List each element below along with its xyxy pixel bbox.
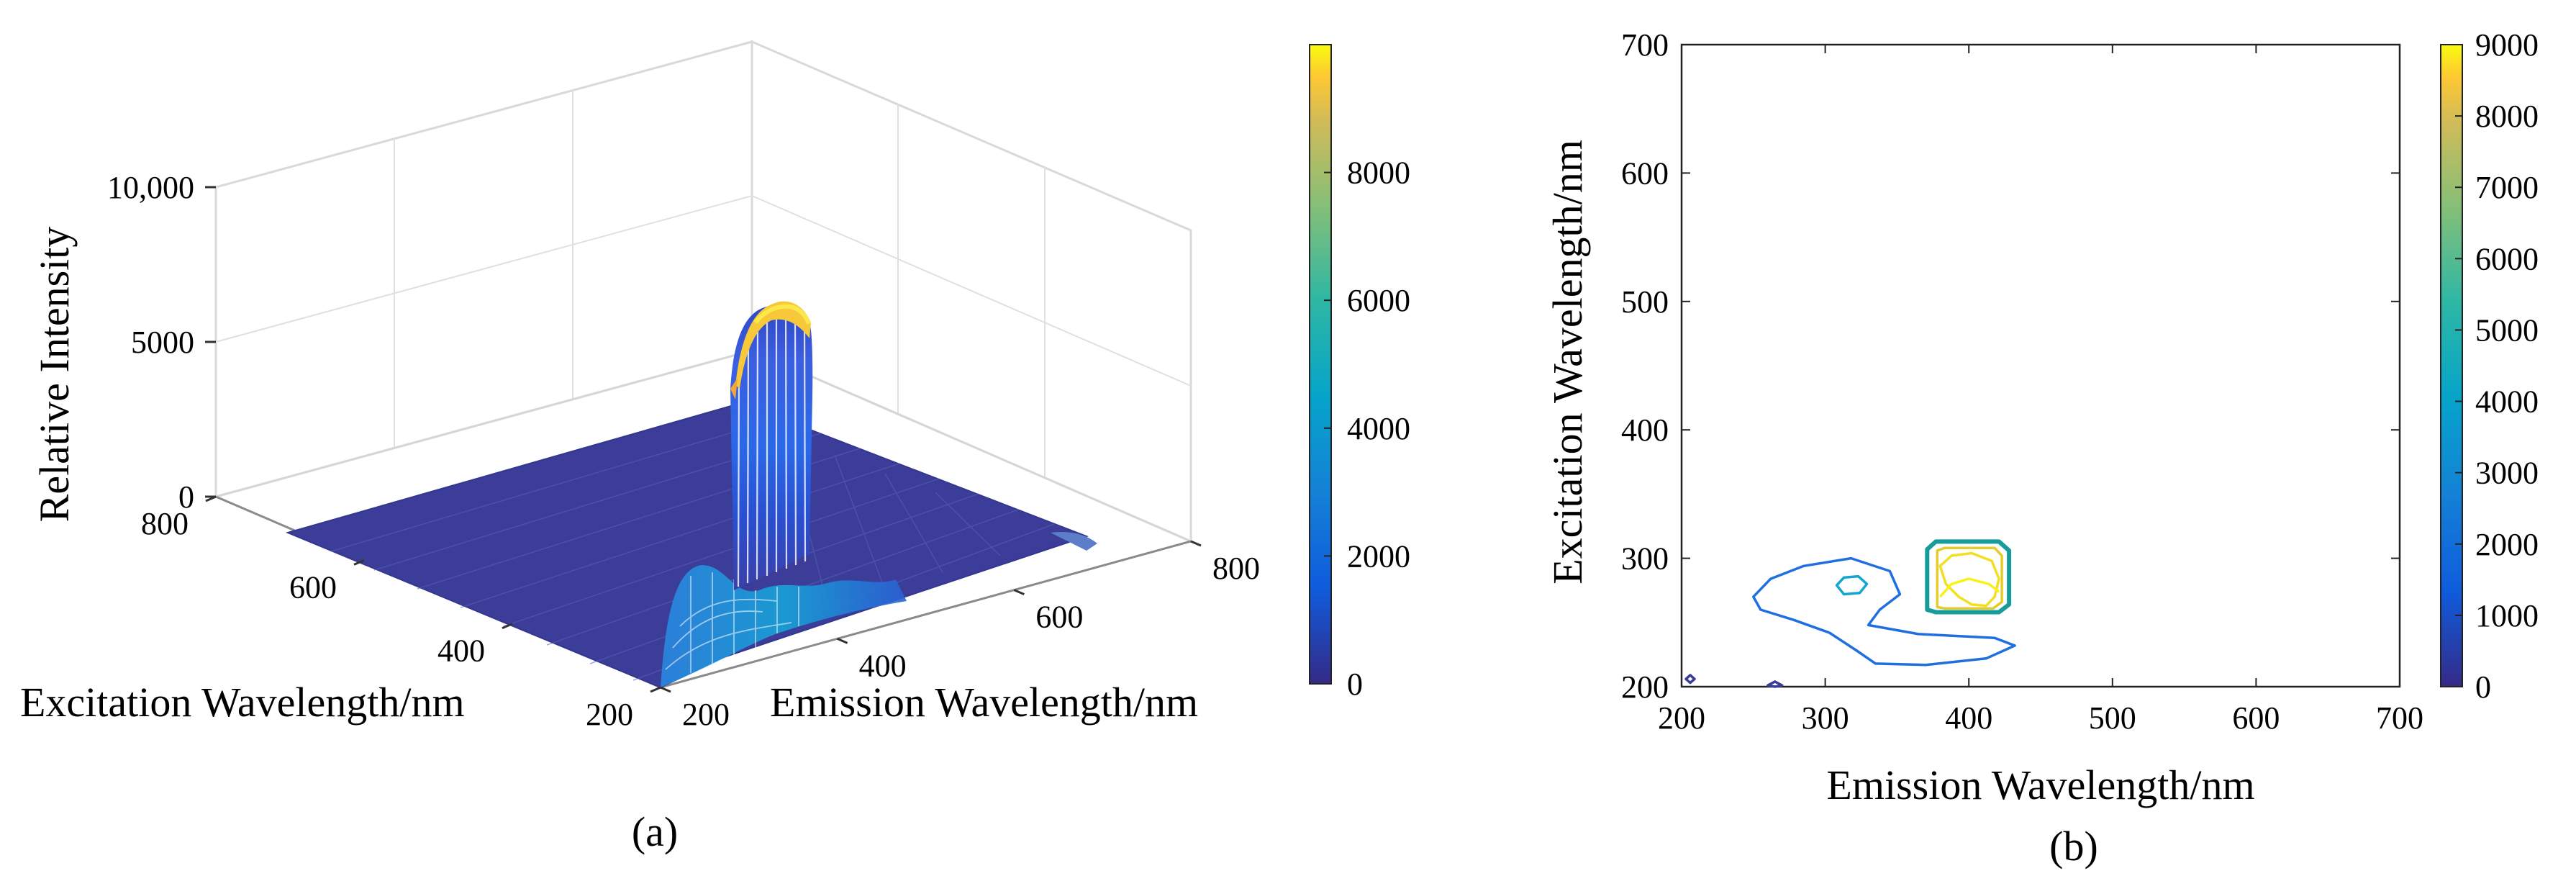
colorbar-b-tick-label: 8000	[2475, 99, 2539, 134]
b-y-tick-label: 500	[1621, 284, 1669, 320]
b-y-tick-label: 200	[1621, 669, 1669, 705]
x-tick-label: 200	[586, 697, 633, 732]
colorbar-b-tick-label: 7000	[2475, 170, 2539, 205]
y-tick-mark	[1190, 540, 1202, 547]
y-tick-mark	[837, 637, 848, 644]
contour-line-level-1000	[1767, 680, 1784, 688]
b-y-tick-label: 300	[1621, 541, 1669, 577]
panel-b-caption: (b)	[2049, 823, 2098, 870]
colorbar-b-tick-label: 2000	[2475, 527, 2539, 562]
panel-a-caption: (a)	[632, 808, 678, 855]
floor-edge-front-right	[660, 540, 1192, 689]
x-tick-mark	[353, 559, 365, 566]
b-y-tick-label: 700	[1621, 27, 1669, 63]
colorbar-b-tick-label: 0	[2475, 669, 2491, 705]
y-tick-mark	[1013, 589, 1025, 596]
b-x-tick-label: 400	[1945, 700, 1992, 736]
b-y-tick-label: 600	[1621, 155, 1669, 191]
colorbar-a-ticks: 0 2000 4000 6000 8000	[1324, 155, 1410, 702]
panel-a-ylabel: Emission Wavelength/nm	[770, 679, 1198, 726]
z-tick-label: 5000	[131, 325, 194, 360]
x-tick-label: 600	[289, 569, 337, 605]
contour-line-level-8500	[1938, 551, 2000, 608]
panel-b-xlabel: Emission Wavelength/nm	[1826, 762, 2254, 808]
b-x-tick-label: 300	[1802, 700, 1849, 736]
surface-edge-bump	[1051, 532, 1097, 551]
y-tick-mark	[660, 686, 671, 693]
contour-line-level-2000	[1752, 556, 2016, 667]
x-tick-label: 400	[437, 633, 485, 669]
panel-b-ylabel: Excitation Wavelength/nm	[1544, 140, 1591, 584]
main-peak	[730, 302, 813, 590]
peak-crest-highlight	[753, 304, 811, 325]
y-tick-label: 800	[1212, 551, 1260, 586]
colorbar-a-tick-label: 0	[1347, 667, 1363, 702]
colorbar-a	[1309, 44, 1332, 685]
y-tick-label: 400	[859, 648, 907, 683]
wall-gridlines	[215, 90, 1192, 477]
colorbar-b-tick-label: 5000	[2475, 312, 2539, 348]
y-tick-label: 600	[1035, 600, 1083, 635]
x-tick-mark	[205, 495, 217, 502]
colorbar-a-tick-label: 4000	[1347, 411, 1410, 446]
peak-crest	[735, 301, 811, 389]
y-tick-label: 200	[682, 697, 730, 732]
colorbar-a-tick-label: 6000	[1347, 283, 1410, 318]
b-x-tick-label: 600	[2232, 700, 2280, 736]
b-x-tick-label: 200	[1658, 700, 1705, 736]
colorbar-b-tick-label: 6000	[2475, 241, 2539, 276]
x-tick-mark	[650, 686, 661, 693]
colorbar-b-tick-label: 9000	[2475, 27, 2539, 63]
z-tick-label: 10,000	[107, 170, 194, 205]
contour-line-level-3500	[1925, 539, 2012, 615]
panel-a-surface-plot: Relative Intensity Excitation Wavelength…	[20, 40, 1410, 855]
panel-a-ticks: 0 5000 10,000 200 400 600 800 200 400 600 800	[107, 170, 1260, 732]
colorbar-b-ticks: 0 1000 2000 3000 4000 5000 6000 7000 8000 9000	[2455, 27, 2539, 705]
colorbar-a-tick-label: 2000	[1347, 538, 1410, 574]
panel-b-axes-box	[1680, 43, 2401, 688]
panel-b-contours	[1684, 539, 2016, 688]
secondary-ridge	[661, 565, 907, 687]
colorbar-b-tick-label: 4000	[2475, 384, 2539, 420]
ridge-mesh	[665, 572, 799, 673]
contour-line-level-7500	[1936, 546, 2003, 610]
colorbar-b-tick-label: 1000	[2475, 598, 2539, 633]
contour-line-level-1000	[1684, 674, 1696, 685]
floor-edge-back-right	[751, 349, 1192, 543]
contour-line-level-3000	[1835, 574, 1869, 596]
panel-a-xlabel: Excitation Wavelength/nm	[20, 679, 465, 726]
b-y-tick-label: 400	[1621, 412, 1669, 448]
contour-line-level-9000	[1938, 577, 2000, 598]
z-tick-label: 0	[178, 479, 194, 515]
panel-b-ticks: 200 300 400 500 600 700 200 300 400 500 600 700	[1621, 27, 2423, 736]
colorbar-b-tick-label: 3000	[2475, 456, 2539, 491]
peak-mesh	[737, 304, 807, 587]
colorbar-b	[2440, 44, 2463, 687]
peak-shoulder-left	[730, 378, 738, 399]
b-x-tick-label: 500	[2089, 700, 2136, 736]
colorbar-a-tick-label: 8000	[1347, 155, 1410, 191]
panel-a-zlabel: Relative Intensity	[31, 227, 78, 523]
b-x-tick-label: 700	[2376, 700, 2423, 736]
x-tick-label: 800	[141, 506, 189, 541]
x-tick-mark	[502, 623, 513, 630]
panel-b-contour-plot: 200 300 400 500 600 700 200 300 400 500 600 700 Exc…	[1544, 27, 2539, 870]
floor-edge-back-left	[215, 349, 753, 498]
